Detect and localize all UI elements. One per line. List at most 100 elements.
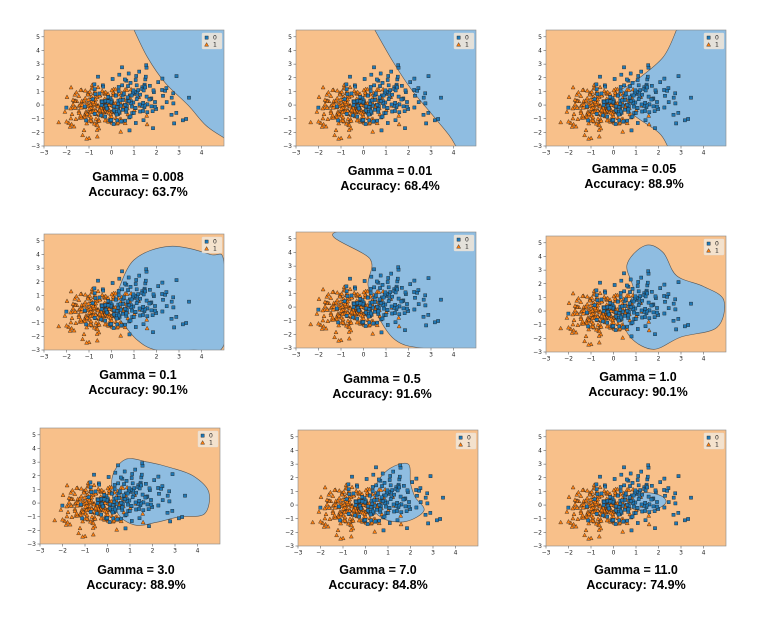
class-1-point — [324, 307, 330, 312]
x-tick-label: 4 — [702, 356, 706, 363]
class-0-point — [371, 119, 376, 124]
class-0-point — [389, 304, 394, 309]
class-0-point — [149, 498, 153, 502]
class-1-point — [337, 299, 343, 304]
class-1-point — [347, 122, 352, 128]
class-1-point — [347, 305, 353, 311]
class-0-point — [171, 91, 176, 96]
class-0-point — [344, 284, 349, 289]
class-1-point — [64, 119, 69, 124]
class-0-point — [336, 118, 340, 123]
class-0-point — [352, 99, 356, 104]
class-0-point — [626, 107, 631, 112]
class-1-point — [580, 514, 586, 520]
class-1-point — [316, 509, 322, 514]
class-0-point — [144, 482, 148, 486]
class-1-point — [88, 109, 93, 114]
class-0-point — [357, 308, 361, 313]
class-0-point — [645, 85, 649, 90]
class-0-point — [105, 106, 109, 111]
class-0-point — [598, 74, 602, 79]
class-0-point — [93, 296, 98, 300]
class-1-point — [355, 89, 361, 94]
class-0-point — [632, 504, 636, 509]
class-1-point — [558, 325, 564, 331]
class-1-point — [571, 327, 576, 333]
class-0-point — [601, 309, 606, 313]
class-1-point — [67, 521, 73, 527]
class-0-point — [97, 91, 102, 96]
class-0-point — [143, 495, 148, 500]
class-0-point — [171, 295, 176, 300]
class-0-point — [438, 517, 442, 521]
x-tick-label: 1 — [634, 550, 638, 557]
class-0-point — [141, 292, 146, 297]
class-0-point — [351, 113, 355, 118]
class-1-point — [566, 94, 572, 99]
x-tick-label: −1 — [587, 150, 596, 157]
class-0-point — [662, 488, 666, 492]
class-0-point — [115, 322, 119, 327]
y-tick-label: −2 — [283, 129, 292, 136]
class-1-point — [339, 491, 345, 497]
class-0-point — [402, 311, 407, 315]
x-tick-label: −1 — [339, 550, 348, 557]
class-1-point — [578, 93, 584, 98]
class-0-point — [393, 118, 398, 122]
class-1-point — [347, 84, 353, 89]
class-1-point — [341, 489, 347, 494]
class-0-point — [380, 283, 385, 287]
y-tick-label: 2 — [32, 473, 36, 480]
class-0-point — [649, 97, 654, 102]
class-0-point — [370, 300, 375, 305]
class-0-point — [114, 496, 119, 501]
class-0-point — [137, 498, 141, 503]
class-1-point — [367, 486, 372, 492]
class-1-point — [78, 87, 83, 92]
class-1-point — [583, 97, 589, 103]
class-0-point — [385, 511, 390, 515]
class-0-point — [636, 289, 641, 294]
class-1-point — [582, 532, 587, 537]
class-1-point — [337, 97, 343, 102]
class-1-point — [578, 110, 584, 115]
class-1-point — [374, 120, 380, 125]
class-1-point — [617, 325, 623, 331]
x-tick-label: 1 — [634, 356, 638, 363]
class-0-point — [92, 291, 97, 295]
class-1-point — [86, 497, 92, 502]
class-0-point — [423, 512, 428, 517]
class-0-point — [375, 320, 379, 325]
gamma-label-1: Gamma = 0.008 — [92, 170, 184, 184]
class-1-point — [338, 511, 344, 516]
class-0-point — [397, 312, 402, 316]
x-tick-label: 1 — [384, 352, 388, 359]
class-0-point — [360, 499, 365, 504]
class-1-point — [323, 325, 329, 331]
class-0-point — [126, 288, 130, 292]
class-0-point — [622, 271, 626, 276]
class-0-point — [97, 482, 101, 487]
y-tick-label: −2 — [283, 331, 292, 338]
class-1-point — [70, 305, 76, 311]
class-0-point — [347, 492, 352, 496]
class-0-point — [599, 91, 604, 96]
class-0-point — [402, 109, 407, 113]
class-1-point — [95, 307, 101, 313]
class-1-point — [318, 519, 323, 524]
class-0-point — [126, 71, 131, 76]
class-0-point — [633, 317, 638, 321]
class-1-point — [574, 492, 580, 497]
x-tick-label: −3 — [40, 354, 49, 361]
class-0-point — [344, 313, 349, 318]
legend-label-1: 1 — [715, 248, 719, 255]
class-1-point — [573, 523, 579, 529]
class-1-point — [396, 113, 402, 118]
class-0-point — [103, 114, 107, 119]
class-1-point — [324, 497, 330, 502]
class-0-point — [599, 297, 604, 302]
class-0-point — [358, 301, 363, 306]
class-0-point — [662, 311, 667, 316]
class-0-point — [631, 501, 635, 505]
